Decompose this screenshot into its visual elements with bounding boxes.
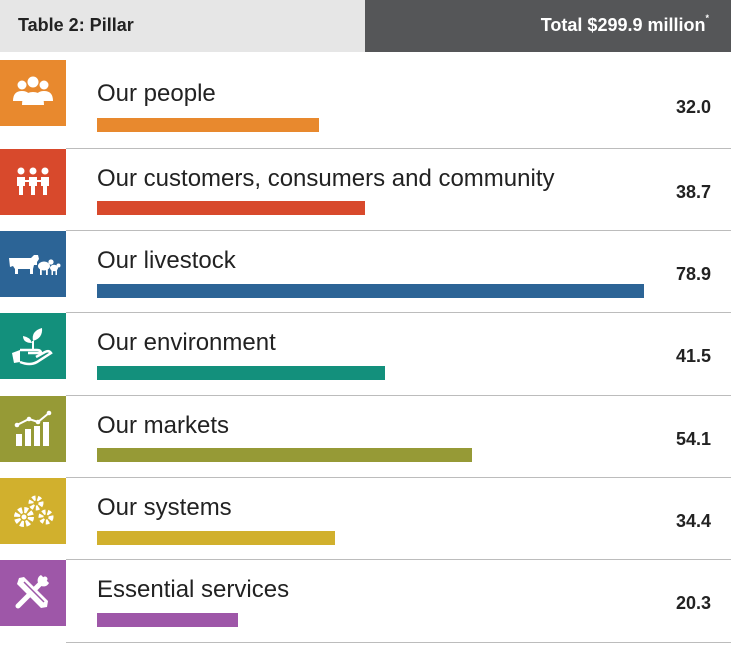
pillar-bar	[97, 448, 473, 462]
row-divider	[66, 148, 731, 149]
pillar-bar	[97, 201, 366, 215]
pillar-value: 54.1	[675, 429, 711, 449]
pillar-label: Our systems	[97, 494, 232, 521]
row-divider	[66, 559, 731, 560]
total-footnote-mark: *	[705, 13, 709, 23]
pillar-value: 38.7	[675, 182, 711, 202]
bar-track	[97, 201, 644, 215]
row-divider	[66, 477, 731, 478]
people-icon	[0, 60, 66, 126]
pillar-value: 41.5	[675, 346, 711, 366]
header-total-panel: Total $299.9 million*	[365, 0, 731, 52]
row-divider	[66, 395, 731, 396]
bar-track	[97, 118, 644, 132]
pillar-label: Our people	[97, 80, 216, 107]
pillar-bar	[97, 284, 644, 298]
total-text: Total $299.9 million	[540, 15, 706, 35]
pillar-label: Our markets	[97, 412, 230, 439]
pillar-value: 32.0	[675, 97, 711, 117]
pillar-row: Our markets 54.1	[0, 396, 731, 478]
pillar-row: Our people 32.0	[0, 60, 731, 142]
row-divider	[66, 312, 731, 313]
bar-track	[97, 613, 644, 627]
table-title: Table 2: Pillar	[18, 15, 134, 35]
pillar-bar	[97, 118, 319, 132]
systems-icon	[0, 478, 66, 544]
pillar-row: Essential services 20.3	[0, 560, 731, 642]
row-divider	[66, 230, 731, 231]
pillar-row: Our livestock 78.9	[0, 231, 731, 313]
pillar-value: 20.3	[675, 593, 711, 613]
environment-icon	[0, 313, 66, 379]
pillar-row: Our customers, consumers and community 38…	[0, 149, 731, 231]
pillar-label: Our livestock	[97, 247, 236, 274]
bar-track	[97, 284, 644, 298]
pillar-value: 34.4	[675, 511, 711, 531]
header-title-panel: Table 2: Pillar	[0, 0, 365, 52]
pillar-label: Essential services	[97, 576, 290, 603]
pillar-label: Our customers, consumers and community	[97, 165, 555, 192]
markets-icon	[0, 396, 66, 462]
pillar-label: Our environment	[97, 329, 276, 356]
pillar-bar	[97, 366, 385, 380]
bar-track	[97, 531, 644, 545]
row-divider	[66, 642, 731, 643]
tools-icon	[0, 560, 66, 626]
pillar-row: Our systems 34.4	[0, 478, 731, 560]
livestock-icon	[0, 231, 66, 297]
total-amount: Total $299.9 million*	[540, 13, 709, 36]
pillar-row: Our environment 41.5	[0, 313, 731, 395]
pillar-value: 78.9	[675, 264, 711, 284]
bar-track	[97, 366, 644, 380]
bar-track	[97, 448, 644, 462]
pillar-bar	[97, 531, 336, 545]
pillar-bar	[97, 613, 238, 627]
community-icon	[0, 149, 66, 215]
